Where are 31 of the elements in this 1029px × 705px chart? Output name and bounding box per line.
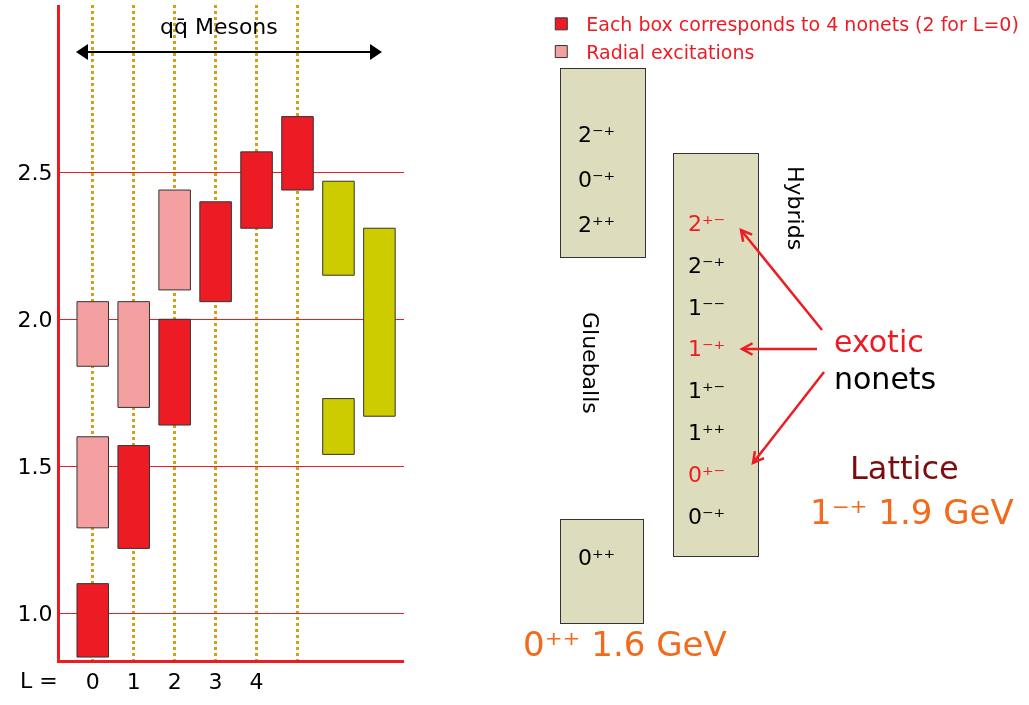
bar: [363, 227, 396, 417]
y-tick-label: 1.5: [17, 453, 53, 479]
bar: [76, 436, 110, 529]
legend-label: Each box corresponds to 4 nonets (2 for L=0): [586, 13, 1019, 36]
text: 1⁻⁺ 1.9 GeV: [810, 492, 1014, 532]
text: 2⁻⁺ 0⁻⁺ 2⁺⁺: [578, 122, 616, 238]
x-axis-title: L =: [20, 668, 58, 693]
text: exotic: [834, 324, 924, 359]
bar: [322, 180, 355, 276]
text: 0⁺⁺ 1.6 GeV: [523, 624, 727, 664]
y-tick-label: 2.0: [17, 306, 53, 332]
text: 2⁺⁻ 2⁻⁺ 1⁻⁻ 1⁻⁺ 1⁺⁻ 1⁺⁺ 0⁺⁻ 0⁻⁺: [688, 211, 726, 529]
legend-label: Radial excitations: [586, 40, 755, 63]
text: nonets: [834, 361, 937, 396]
y-tick-label: 2.5: [17, 160, 53, 186]
x-tick-label: 3: [208, 669, 223, 695]
text: Hybrids: [783, 166, 809, 251]
bar: [117, 301, 150, 408]
text: Glueballs: [578, 312, 604, 414]
bar: [76, 301, 110, 367]
x-tick-label: 1: [126, 669, 141, 695]
x-tick-label: 4: [249, 669, 264, 695]
x-tick-label: 0: [85, 669, 100, 695]
bar: [322, 398, 355, 455]
text: Lattice: [850, 449, 959, 487]
y-tick-label: 1.0: [17, 600, 53, 626]
text: 0⁺⁺: [578, 545, 616, 570]
bar: [199, 201, 232, 303]
x-tick-label: 2: [167, 669, 182, 695]
annotation: qq̄ Mesons: [160, 14, 278, 39]
bar: [158, 189, 191, 291]
